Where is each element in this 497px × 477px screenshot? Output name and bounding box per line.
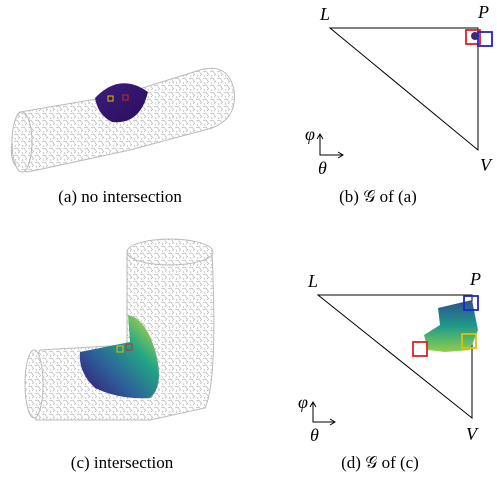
caption: (c) intersection [71,453,174,472]
figure: L P V φ θ (a) no intersection (b) 𝒢 of (… [0,0,497,477]
vertex-label: V [466,424,479,444]
vertex-label: L [307,271,318,291]
tube-c [25,239,214,420]
diagram-b: L P V φ θ [305,2,493,178]
caption: (d) 𝒢 of (c) [341,453,419,472]
page: {"panels": [ {"caption": "(a) no interse… [0,0,497,477]
axis-label: θ [310,425,319,445]
vertex-label: P [477,2,489,22]
axis-label: φ [305,124,315,144]
diagram-d: L P V φ θ [298,269,481,445]
body: L P V φ θ (a) no intersection (b) 𝒢 of (… [0,0,497,477]
tube-a [11,68,234,172]
vertex-label: P [469,269,481,289]
axis-label: θ [318,158,327,178]
vertex-label: V [480,155,493,175]
caption: (b) 𝒢 of (a) [339,187,417,206]
axis-label: φ [298,392,308,412]
caption: (a) no intersection [58,187,182,206]
vertex-label: L [319,4,330,24]
